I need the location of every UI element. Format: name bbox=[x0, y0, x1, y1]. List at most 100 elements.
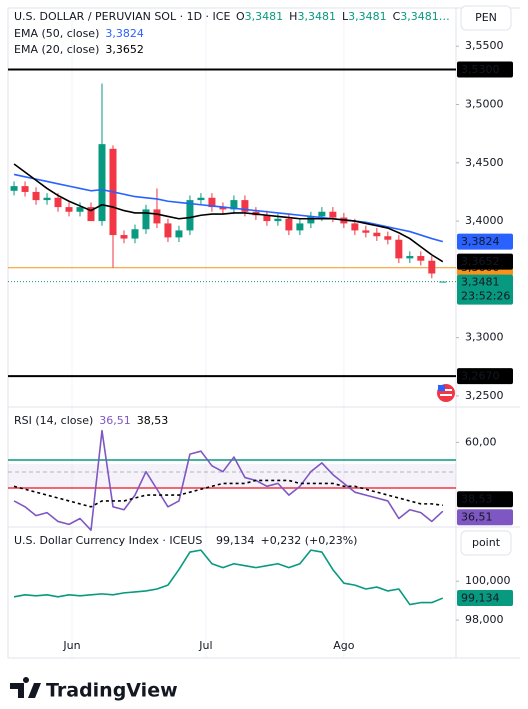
candle-body bbox=[318, 211, 326, 217]
chart-title: U.S. DOLLAR / PERUVIAN SOL · 1D · ICE bbox=[14, 10, 230, 23]
legend-entry: RSI (14, close) 36,51 38,53 bbox=[14, 414, 168, 427]
level-label: 3,5300 bbox=[461, 63, 500, 76]
candle-body bbox=[428, 260, 436, 274]
currency-label: PEN bbox=[475, 11, 497, 24]
legend-value: 3,3824 bbox=[105, 27, 144, 40]
candle-body bbox=[417, 256, 425, 261]
candle-body bbox=[21, 186, 29, 192]
candle-body bbox=[54, 197, 62, 208]
legend-name: EMA (50, close) bbox=[14, 27, 99, 40]
y-tick-label: 100,000 bbox=[465, 574, 511, 587]
candle-body bbox=[43, 197, 51, 201]
y-tick-label: 3,5000 bbox=[465, 98, 504, 111]
index-value: 99,134 +0,232 (+0,23%) bbox=[216, 534, 357, 547]
flag-icon bbox=[440, 394, 452, 396]
candle-body bbox=[373, 232, 381, 237]
candle-body bbox=[274, 218, 282, 222]
ohlc-value: 3,3481 bbox=[348, 10, 387, 23]
candle-body bbox=[395, 239, 403, 259]
series-line bbox=[13, 429, 444, 532]
x-tick-label: Jul bbox=[198, 639, 212, 652]
legend-entry: EMA (50, close) 3,3824 bbox=[14, 27, 144, 40]
candle-body bbox=[439, 281, 447, 283]
ohlc-key: C bbox=[393, 10, 401, 23]
candle-body bbox=[87, 207, 95, 222]
last-price-label: 3,3481 bbox=[461, 276, 500, 289]
series-value-label-bg bbox=[457, 253, 513, 270]
y-tick-label: 3,4500 bbox=[465, 156, 504, 169]
x-tick-label: Ago bbox=[333, 639, 355, 652]
legend-value: 36,51 bbox=[99, 414, 131, 427]
x-tick-label: Jun bbox=[62, 639, 80, 652]
ohlc-header: O3,3481 H3,3481 L3,3481 C3,3481… bbox=[236, 10, 450, 23]
candle-body bbox=[285, 218, 293, 231]
legend-name: RSI (14, close) bbox=[14, 414, 93, 427]
candle-body bbox=[153, 209, 161, 224]
currency-button[interactable] bbox=[460, 5, 512, 31]
unit-label: point bbox=[472, 536, 501, 549]
candle-body bbox=[142, 209, 150, 230]
legend-value: 3,3652 bbox=[105, 43, 144, 56]
countdown: 23:52:26 bbox=[461, 290, 510, 303]
candle-body bbox=[329, 211, 337, 218]
ohlc-key: O bbox=[236, 10, 245, 23]
ohlc-key: L bbox=[342, 10, 349, 23]
flag-icon bbox=[440, 389, 452, 391]
candle-body bbox=[131, 229, 139, 239]
candle-body bbox=[241, 200, 249, 212]
series-value-label-bg bbox=[457, 590, 513, 607]
candle-body bbox=[307, 216, 315, 224]
y-tick-label: 3,2500 bbox=[465, 389, 504, 402]
legend-entry: EMA (20, close) 3,3652 bbox=[14, 43, 144, 56]
y-tick-label: 3,5500 bbox=[465, 39, 504, 52]
series-value-label: 3,3652 bbox=[461, 255, 500, 268]
candle-body bbox=[384, 236, 392, 240]
index-value: 99,134 bbox=[216, 534, 255, 547]
candle-body bbox=[230, 200, 238, 210]
series-line bbox=[13, 163, 444, 263]
level-label-bg bbox=[457, 368, 513, 385]
candle-body bbox=[10, 186, 18, 191]
candle-body bbox=[120, 235, 128, 239]
y-tick-label: 98,000 bbox=[465, 613, 504, 626]
candle-body bbox=[186, 200, 194, 231]
series-value-label: 38,53 bbox=[461, 493, 493, 506]
ohlc-value: 3,3481 bbox=[297, 10, 336, 23]
series-line bbox=[13, 549, 444, 606]
candle-body bbox=[164, 223, 172, 238]
candle-body bbox=[263, 215, 271, 222]
candle-body bbox=[32, 191, 40, 201]
unit-button[interactable] bbox=[460, 530, 512, 556]
ohlc-key: H bbox=[289, 10, 297, 23]
candle-body bbox=[351, 223, 359, 231]
series-line bbox=[13, 173, 444, 243]
series-value-label-bg bbox=[457, 233, 513, 250]
series-value-label-bg bbox=[457, 509, 513, 526]
flag-icon bbox=[438, 385, 445, 391]
logo-text: TradingView bbox=[46, 680, 178, 702]
chart-title: U.S. Dollar Currency Index · ICEUS bbox=[14, 534, 202, 547]
candle-body bbox=[208, 197, 216, 208]
ohlc-value: 3,3481… bbox=[400, 10, 450, 23]
level-label: 3,2670 bbox=[461, 370, 500, 383]
last-price-tag-bg bbox=[457, 274, 513, 305]
candle-body bbox=[98, 144, 106, 222]
ohlc-value: 3,3481 bbox=[245, 10, 284, 23]
y-tick-label: 3,3000 bbox=[465, 331, 504, 344]
y-tick-label: 3,4000 bbox=[465, 214, 504, 227]
candle-body bbox=[362, 230, 370, 233]
series-value-label-bg bbox=[457, 491, 513, 508]
candle-body bbox=[76, 207, 84, 212]
level-label-bg bbox=[457, 61, 513, 78]
legend-name: EMA (20, close) bbox=[14, 43, 99, 56]
candle-body bbox=[175, 230, 183, 238]
series-value-label: 99,134 bbox=[461, 592, 500, 605]
y-tick-label: 60,00 bbox=[465, 435, 497, 448]
candle-body bbox=[406, 256, 414, 259]
candle-body bbox=[219, 207, 227, 210]
legend-value: 38,53 bbox=[137, 414, 169, 427]
series-value-label: 36,51 bbox=[461, 511, 493, 524]
candle-body bbox=[197, 197, 205, 201]
